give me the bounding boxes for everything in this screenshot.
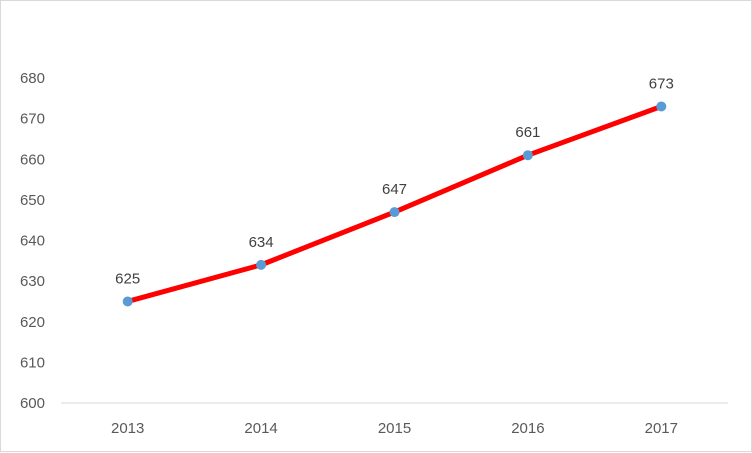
y-axis-ticks: 600 610 620 630 640 650 660 670 680	[20, 70, 45, 412]
data-point	[256, 259, 267, 270]
data-point	[522, 150, 533, 161]
data-point	[656, 101, 667, 112]
y-tick-label: 630	[20, 273, 45, 290]
y-tick-label: 670	[20, 111, 45, 128]
data-labels: 625 634 647 661 673	[115, 75, 674, 287]
data-point	[122, 296, 133, 307]
data-markers	[122, 101, 667, 307]
y-tick-label: 680	[20, 70, 45, 87]
x-tick-label: 2015	[378, 420, 411, 437]
y-tick-label: 610	[20, 354, 45, 371]
y-tick-label: 600	[20, 395, 45, 412]
data-label: 673	[649, 75, 674, 92]
y-tick-label: 620	[20, 314, 45, 331]
x-tick-label: 2014	[244, 420, 277, 437]
x-tick-label: 2017	[645, 420, 678, 437]
data-label: 661	[515, 124, 540, 141]
series-line	[125, 103, 664, 304]
x-axis-ticks: 2013 2014 2015 2016 2017	[111, 420, 678, 437]
data-point	[389, 207, 400, 218]
y-tick-label: 660	[20, 151, 45, 168]
data-label: 625	[115, 270, 140, 287]
x-tick-label: 2013	[111, 420, 144, 437]
y-tick-label: 640	[20, 233, 45, 250]
x-tick-label: 2016	[511, 420, 544, 437]
data-label: 634	[249, 234, 274, 251]
data-label: 647	[382, 181, 407, 198]
y-tick-label: 650	[20, 192, 45, 209]
